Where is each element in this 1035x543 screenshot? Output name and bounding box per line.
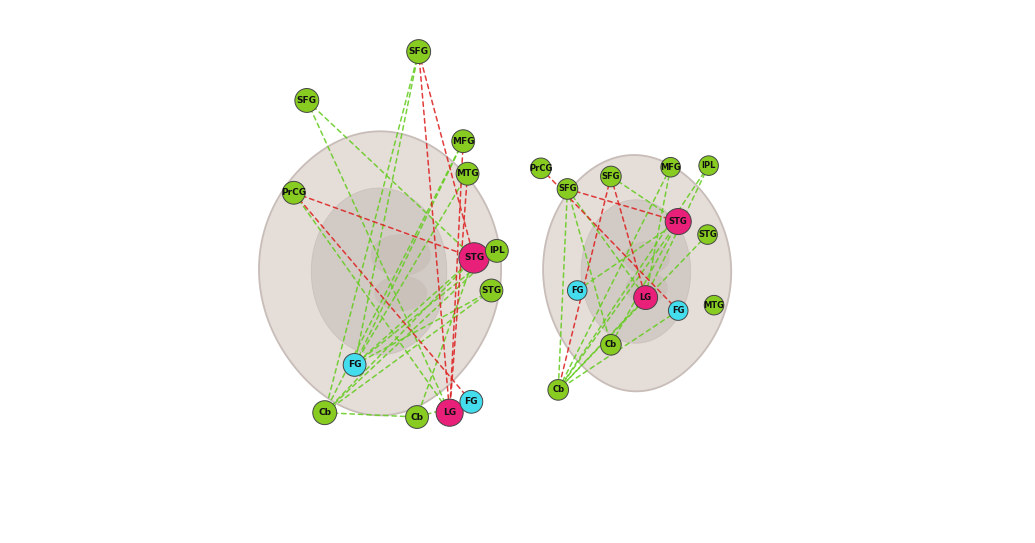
Circle shape <box>669 301 688 320</box>
Text: Cb: Cb <box>552 386 564 394</box>
Text: FG: FG <box>672 306 684 315</box>
Polygon shape <box>543 155 731 392</box>
Circle shape <box>531 158 552 179</box>
Circle shape <box>452 130 475 153</box>
Text: FG: FG <box>571 286 584 295</box>
Text: SFG: SFG <box>297 96 317 105</box>
Circle shape <box>600 334 621 355</box>
Polygon shape <box>375 276 426 311</box>
Text: SFG: SFG <box>409 47 428 56</box>
Text: PrCG: PrCG <box>282 188 306 197</box>
Text: STG: STG <box>481 286 502 295</box>
Polygon shape <box>626 273 668 303</box>
Text: STG: STG <box>464 254 484 262</box>
Circle shape <box>456 162 479 185</box>
Circle shape <box>633 286 657 310</box>
Text: MTG: MTG <box>456 169 479 178</box>
Text: LG: LG <box>640 293 652 302</box>
Text: IPL: IPL <box>489 247 505 255</box>
Polygon shape <box>312 188 447 355</box>
Circle shape <box>406 406 428 428</box>
Text: Cb: Cb <box>411 413 423 421</box>
Text: MFG: MFG <box>660 163 681 172</box>
Circle shape <box>485 239 508 262</box>
Circle shape <box>567 281 587 300</box>
Circle shape <box>600 166 621 187</box>
Circle shape <box>548 380 568 400</box>
Polygon shape <box>581 200 690 343</box>
Circle shape <box>699 156 718 175</box>
Text: LG: LG <box>443 408 456 417</box>
Circle shape <box>661 157 680 177</box>
Polygon shape <box>624 242 670 274</box>
Text: FG: FG <box>465 397 478 406</box>
Text: IPL: IPL <box>702 161 716 170</box>
Circle shape <box>460 390 482 413</box>
Polygon shape <box>259 131 501 415</box>
Circle shape <box>666 209 691 235</box>
Circle shape <box>344 353 366 376</box>
Circle shape <box>295 89 319 112</box>
Circle shape <box>704 295 723 315</box>
Text: Cb: Cb <box>318 408 331 417</box>
Polygon shape <box>371 235 431 276</box>
Text: SFG: SFG <box>558 185 576 193</box>
Circle shape <box>313 401 336 425</box>
Circle shape <box>283 181 305 204</box>
Text: STG: STG <box>699 230 717 239</box>
Circle shape <box>557 179 578 199</box>
Text: MFG: MFG <box>452 137 474 146</box>
Circle shape <box>480 279 503 302</box>
Circle shape <box>436 399 464 426</box>
Text: SFG: SFG <box>601 172 620 181</box>
Circle shape <box>459 243 490 273</box>
Text: STG: STG <box>669 217 687 226</box>
Text: Cb: Cb <box>604 340 617 349</box>
Text: PrCG: PrCG <box>529 164 553 173</box>
Circle shape <box>698 225 717 244</box>
Circle shape <box>407 40 431 64</box>
Text: MTG: MTG <box>704 301 724 310</box>
Text: FG: FG <box>348 361 361 369</box>
